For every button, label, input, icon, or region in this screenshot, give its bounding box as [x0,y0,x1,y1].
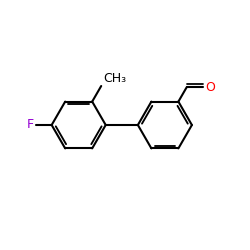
Text: O: O [206,80,215,94]
Text: F: F [26,118,34,132]
Text: CH₃: CH₃ [103,72,126,85]
